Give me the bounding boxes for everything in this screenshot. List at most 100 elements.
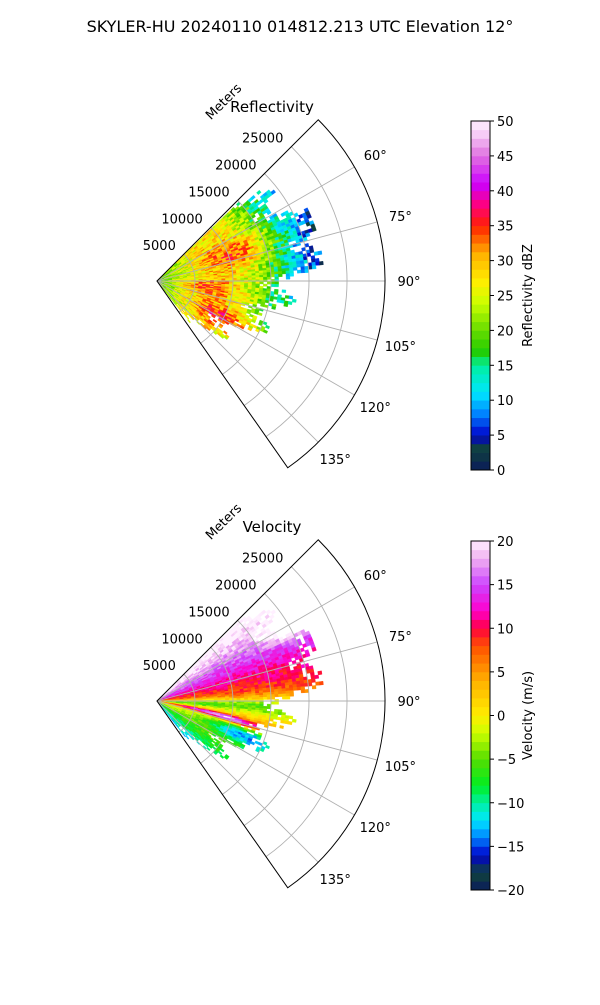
velocity-cell	[225, 699, 229, 701]
reflectivity-cell	[312, 262, 316, 266]
reflectivity-cell	[252, 276, 256, 278]
reflectivity-cell	[301, 267, 305, 270]
reflectivity-colorbar-segment	[471, 313, 490, 322]
velocity-cell	[259, 693, 263, 696]
reflectivity-cell	[301, 270, 305, 273]
velocity-colorbar-segment	[471, 777, 490, 786]
velocity-cell	[244, 696, 248, 698]
reflectivity-cell	[263, 277, 267, 279]
reflectivity-range-tick-label: 15000	[188, 185, 229, 200]
reflectivity-cell	[263, 330, 268, 334]
velocity-cell	[218, 751, 222, 755]
velocity-cell	[265, 614, 270, 619]
reflectivity-cell	[265, 325, 269, 329]
velocity-cell	[271, 697, 275, 700]
reflectivity-cell	[286, 271, 290, 274]
reflectivity-cell	[244, 276, 248, 278]
velocity-cell	[267, 695, 271, 698]
reflectivity-cell	[256, 282, 260, 284]
velocity-cell	[252, 696, 256, 698]
reflectivity-colorbar-tick-label: 45	[497, 150, 514, 165]
reflectivity-cell	[290, 271, 294, 274]
velocity-panel: Velocity60°75°90°105°120°135°50001000015…	[143, 501, 536, 899]
velocity-colorbar-segment	[471, 829, 490, 838]
reflectivity-colorbar-segment	[471, 296, 490, 305]
reflectivity-cell	[274, 292, 278, 295]
velocity-range-tick-label: 15000	[188, 605, 229, 620]
reflectivity-cell	[248, 276, 252, 278]
reflectivity-cell	[263, 275, 267, 278]
reflectivity-cell	[289, 268, 293, 271]
reflectivity-cell	[225, 279, 229, 281]
velocity-cell	[293, 687, 297, 690]
velocity-azimuth-tick-label: 105°	[385, 760, 416, 775]
reflectivity-cell	[312, 265, 316, 269]
reflectivity-cell	[237, 276, 241, 278]
reflectivity-range-tick-label: 5000	[143, 239, 176, 254]
reflectivity-cell	[244, 278, 248, 280]
reflectivity-colorbar-segment	[471, 173, 490, 182]
reflectivity-cell	[286, 274, 290, 277]
reflectivity-cell	[292, 299, 296, 302]
velocity-colorbar-segment	[471, 803, 490, 812]
reflectivity-cell	[275, 282, 279, 285]
velocity-range-tick-label: 25000	[242, 552, 283, 567]
velocity-cell	[273, 717, 277, 720]
velocity-cell	[263, 697, 267, 699]
reflectivity-cell	[310, 249, 314, 253]
reflectivity-cell	[273, 297, 277, 300]
reflectivity-cell	[286, 268, 290, 271]
velocity-cell	[286, 691, 290, 694]
velocity-azimuth-tick-label: 60°	[364, 569, 387, 584]
velocity-cell	[312, 685, 316, 689]
reflectivity-cell	[258, 313, 262, 316]
velocity-cell	[244, 698, 248, 700]
reflectivity-cell	[277, 300, 281, 303]
reflectivity-range-tick-label: 20000	[215, 159, 256, 174]
reflectivity-cell	[271, 282, 275, 285]
velocity-colorbar-segment	[471, 864, 490, 873]
velocity-azimuth-tick-label: 90°	[397, 695, 420, 710]
reflectivity-cell	[318, 251, 322, 255]
velocity-cell	[289, 685, 293, 688]
velocity-cell	[260, 702, 264, 704]
reflectivity-range-tick-label: 25000	[242, 132, 283, 147]
reflectivity-cell	[272, 306, 276, 309]
reflectivity-cell	[267, 282, 271, 284]
reflectivity-cell	[289, 296, 293, 299]
reflectivity-colorbar-segment	[471, 409, 490, 418]
velocity-cell	[250, 741, 254, 745]
velocity-cell	[277, 717, 281, 720]
reflectivity-cell	[316, 262, 320, 266]
velocity-cell	[260, 697, 264, 699]
velocity-cell	[290, 691, 294, 694]
reflectivity-colorbar-segment	[471, 339, 490, 348]
reflectivity-colorbar-segment	[471, 138, 490, 147]
reflectivity-colorbar-segment	[471, 357, 490, 366]
velocity-cell	[282, 697, 286, 700]
velocity-cell	[281, 720, 285, 723]
velocity-cell	[265, 745, 269, 749]
reflectivity-cell	[248, 278, 252, 280]
velocity-cell	[278, 691, 282, 694]
reflectivity-cell	[275, 274, 279, 277]
velocity-colorbar-segment	[471, 785, 490, 794]
velocity-cell	[252, 702, 256, 704]
reflectivity-colorbar-segment	[471, 208, 490, 217]
velocity-cell	[289, 688, 293, 691]
reflectivity-colorbar-tick-label: 10	[497, 394, 514, 409]
reflectivity-colorbar-segment	[471, 400, 490, 409]
reflectivity-cell	[278, 274, 282, 277]
velocity-cell	[252, 698, 256, 700]
velocity-cell	[315, 675, 319, 679]
reflectivity-colorbar-tick-label: 50	[497, 115, 514, 130]
reflectivity-cell	[275, 277, 279, 280]
reflectivity-colorbar-segment	[471, 322, 490, 331]
reflectivity-cell	[263, 284, 267, 286]
reflectivity-cell	[288, 301, 292, 305]
reflectivity-cell	[275, 284, 279, 287]
reflectivity-cell	[259, 275, 263, 277]
velocity-cell	[286, 694, 290, 697]
